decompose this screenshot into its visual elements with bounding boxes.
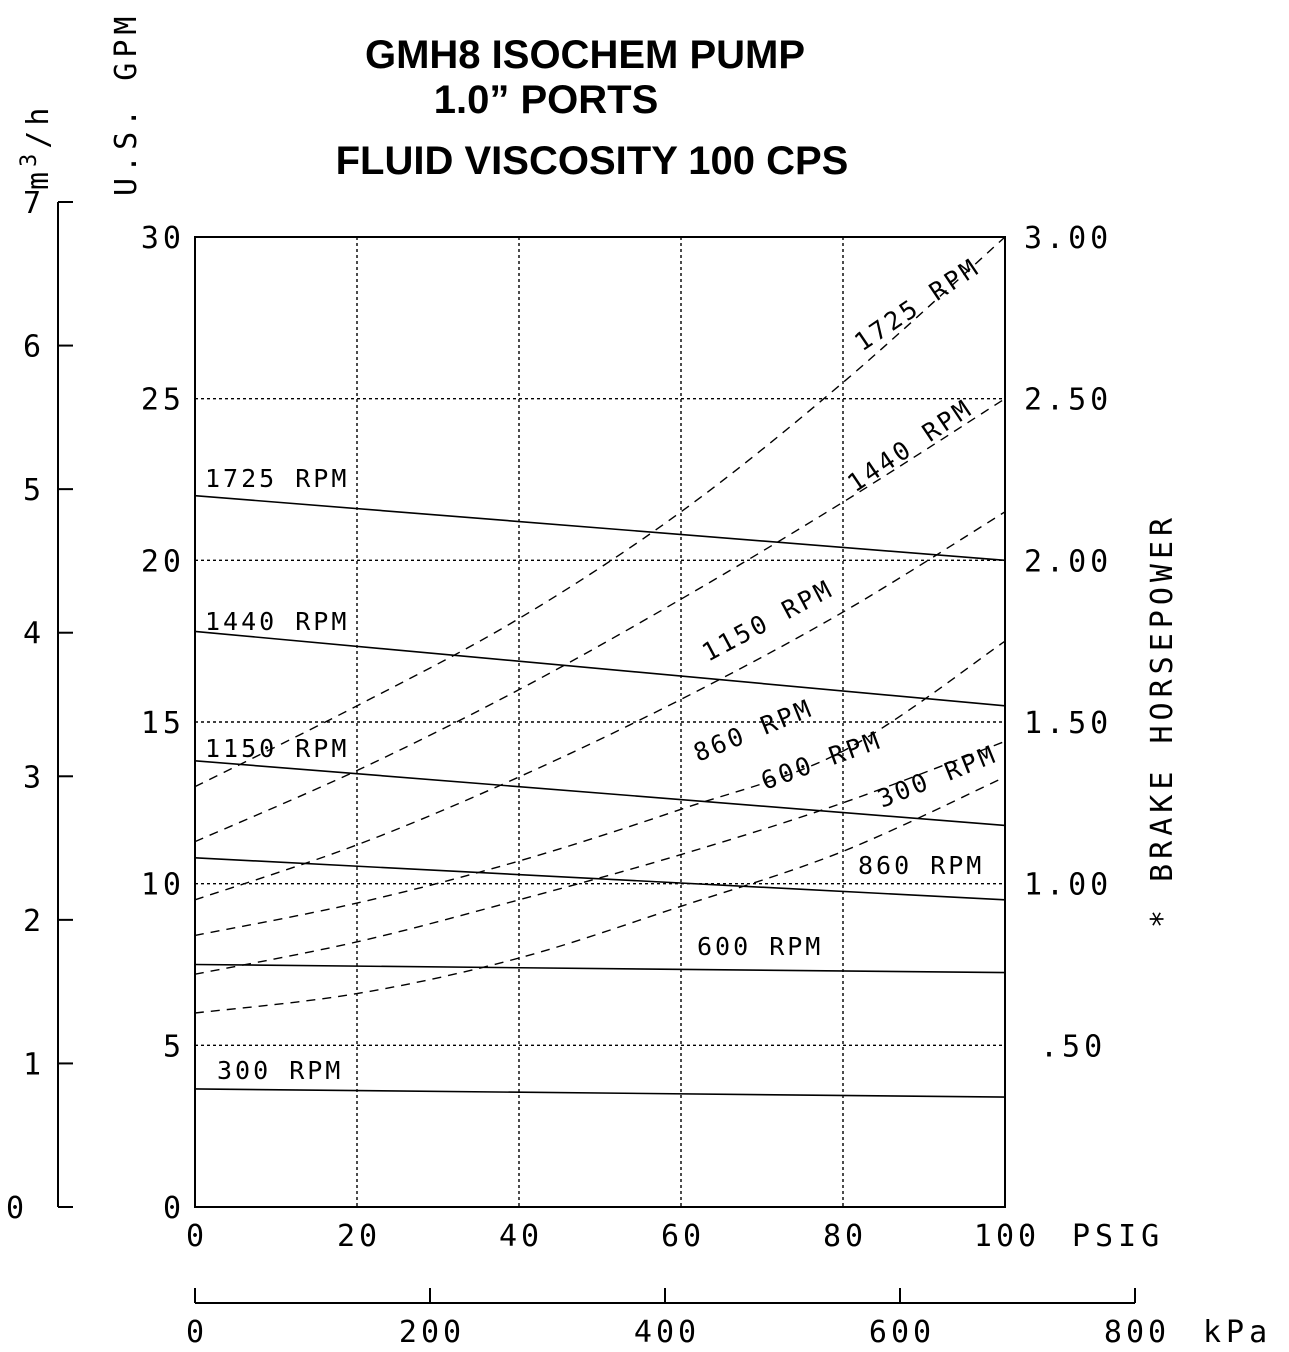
x2-tick-label: 400 — [634, 1315, 700, 1350]
x-axis-label-psig: PSIG — [1072, 1219, 1164, 1254]
x2-tick-label: 800 — [1104, 1315, 1170, 1350]
grid-lines — [195, 237, 1005, 1207]
y-tick-label: 15 — [141, 706, 185, 741]
hp-label-1725-rpm: 1725 RPM — [849, 252, 985, 357]
x2-tick-label: 600 — [869, 1315, 935, 1350]
hp-curve-1725-rpm — [194, 236, 1006, 788]
plot-frame — [194, 236, 1006, 1208]
hp-curve-1440-rpm — [194, 398, 1006, 843]
m3h-tick-label: 2 — [23, 904, 45, 939]
hp-label-1440-rpm: 1440 RPM — [842, 393, 978, 498]
y-axis-label-m3h-sup: 3 — [17, 149, 42, 167]
x-tick-label: 40 — [499, 1219, 543, 1254]
x-tick-label: 0 — [186, 1219, 208, 1254]
flow-curve-300-rpm — [194, 1088, 1006, 1098]
m3h-tick-label: 5 — [23, 473, 45, 508]
x-tick-label: 80 — [823, 1219, 867, 1254]
flow-curve-1150-rpm — [194, 760, 1006, 827]
hp-curve-860-rpm — [194, 640, 1006, 937]
m3h-tick-label: 4 — [23, 617, 45, 652]
y-tick-label: 30 — [141, 221, 185, 256]
y2-tick-label: 2.00 — [1024, 544, 1112, 579]
flow-curves — [194, 494, 1006, 1098]
flow-label-600-rpm: 600 RPM — [697, 932, 823, 961]
m3h-tick-label: 0 — [6, 1191, 28, 1226]
chart-title-line-2: 1.0” PORTS — [434, 78, 659, 122]
flow-label-1725-rpm: 1725 RPM — [205, 464, 349, 493]
m3h-axis — [57, 201, 73, 1208]
m3h-tick-label: 1 — [23, 1047, 45, 1082]
y-axis-label-m3h: m3/h — [17, 103, 56, 190]
x-tick-label: 60 — [661, 1219, 705, 1254]
hp-curve-300-rpm — [194, 776, 1006, 1014]
flow-label-1150-rpm: 1150 RPM — [205, 734, 349, 763]
y2-tick-label: 3.00 — [1024, 221, 1112, 256]
y-tick-label: 25 — [141, 383, 185, 418]
hp-curve-1150-rpm — [194, 511, 1006, 901]
hp-label-300-rpm: 300 RPM — [873, 739, 1001, 813]
y-tick-label: 10 — [141, 868, 185, 903]
flow-curve-860-rpm — [194, 857, 1006, 901]
y-tick-label: 20 — [141, 544, 185, 579]
x2-tick-label: 200 — [399, 1315, 465, 1350]
x2-tick-label: 0 — [186, 1315, 208, 1350]
y2-tick-label: 1.00 — [1024, 868, 1112, 903]
flow-curve-1725-rpm — [194, 494, 1006, 562]
chart-title-line-1: GMH8 ISOCHEM PUMP — [365, 33, 805, 77]
y-axis-label-m3h-h: /h — [21, 103, 56, 149]
x-tick-label: 20 — [337, 1219, 381, 1254]
m3h-tick-label: 3 — [23, 760, 45, 795]
y-tick-label: 0 — [163, 1191, 185, 1226]
x-tick-label: 100 — [974, 1219, 1040, 1254]
kpa-axis — [194, 1288, 1136, 1304]
m3h-tick-label: 7 — [23, 186, 45, 221]
y-axis-label-m3h-m: m — [21, 167, 56, 190]
x2-axis-label-kpa: kPa — [1203, 1315, 1272, 1350]
y2-axis-label-bhp: * BRAKE HORSEPOWER — [1145, 513, 1180, 928]
flow-label-300-rpm: 300 RPM — [217, 1056, 343, 1085]
chart-subtitle: FLUID VISCOSITY 100 CPS — [336, 139, 849, 183]
m3h-tick-label: 6 — [23, 330, 45, 365]
y2-tick-label: .50 — [1040, 1029, 1106, 1064]
flow-label-860-rpm: 860 RPM — [858, 851, 984, 880]
horsepower-curves — [194, 236, 1006, 1014]
flow-label-1440-rpm: 1440 RPM — [205, 607, 349, 636]
y2-tick-label: 2.50 — [1024, 383, 1112, 418]
y2-tick-label: 1.50 — [1024, 706, 1112, 741]
flow-curve-600-rpm — [194, 963, 1006, 974]
hp-curve-600-rpm — [194, 740, 1006, 975]
flow-curve-1440-rpm — [194, 630, 1006, 707]
y-axis-label-gpm: U.S. GPM — [109, 12, 144, 197]
y-tick-label: 5 — [163, 1029, 185, 1064]
